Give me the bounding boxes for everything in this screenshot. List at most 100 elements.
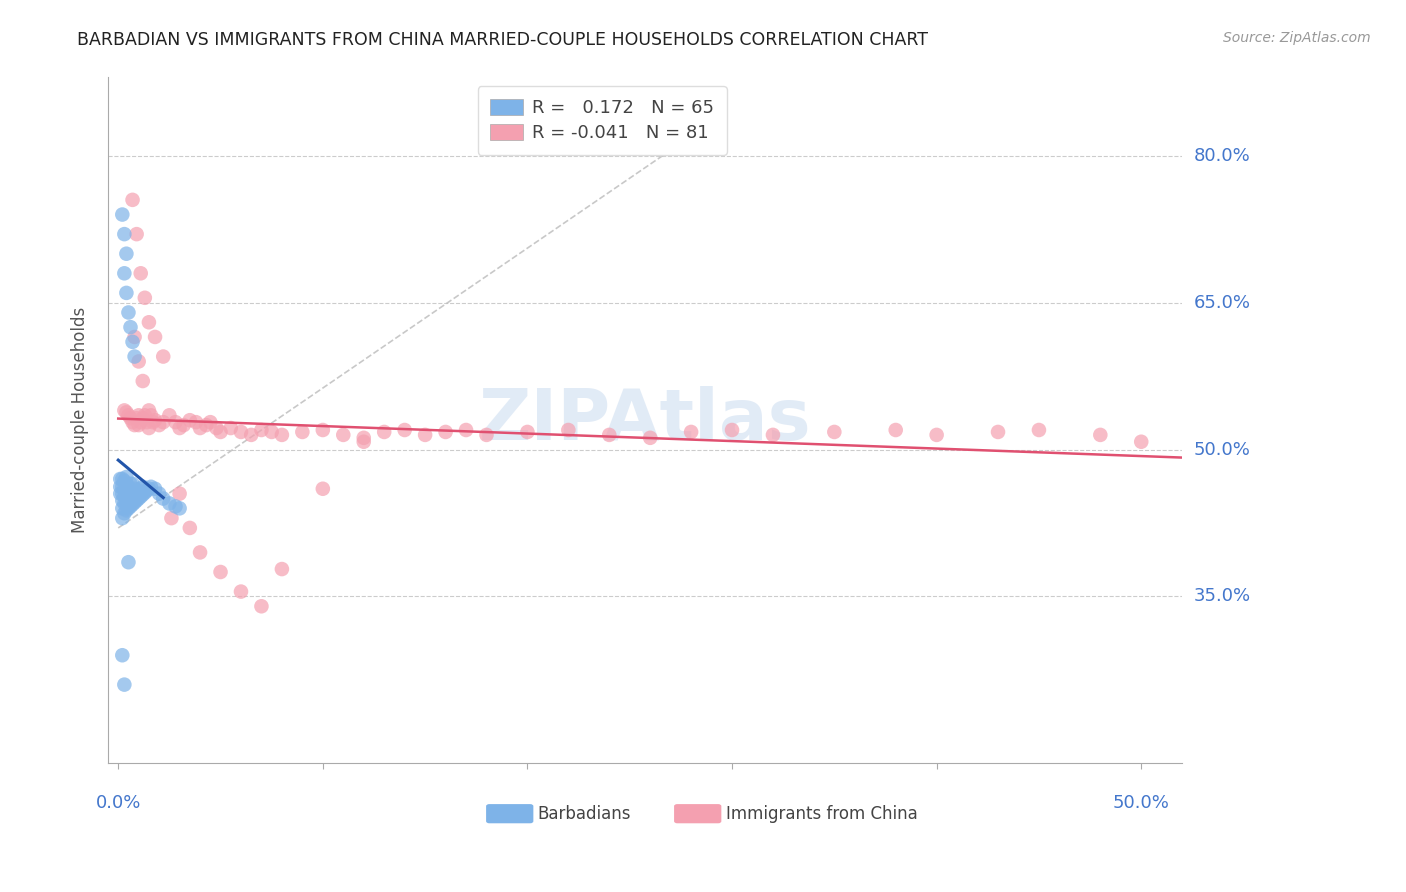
Point	[179, 413, 201, 427]
Point	[112, 474, 135, 488]
Point	[169, 486, 191, 500]
Point	[121, 490, 143, 504]
Point	[112, 266, 135, 280]
FancyBboxPatch shape	[486, 804, 533, 823]
Point	[135, 483, 157, 498]
Point	[250, 599, 273, 614]
Point	[157, 496, 180, 510]
Point	[120, 483, 142, 498]
Point	[117, 480, 139, 494]
Point	[117, 493, 139, 508]
Point	[115, 405, 138, 419]
Point	[157, 409, 180, 423]
Text: Source: ZipAtlas.com: Source: ZipAtlas.com	[1223, 31, 1371, 45]
Text: 50.0%: 50.0%	[1194, 441, 1250, 458]
Point	[169, 501, 191, 516]
Point	[721, 423, 744, 437]
Point	[124, 350, 146, 364]
Point	[115, 470, 138, 484]
Point	[128, 418, 150, 433]
Point	[454, 423, 477, 437]
Point	[179, 521, 201, 535]
Point	[148, 418, 170, 433]
Point	[110, 486, 132, 500]
Point	[143, 482, 166, 496]
Point	[681, 425, 703, 439]
Point	[121, 497, 143, 511]
Point	[112, 403, 135, 417]
Point	[115, 496, 138, 510]
Point	[121, 193, 143, 207]
Point	[165, 500, 187, 514]
Point	[124, 489, 146, 503]
Point	[271, 562, 294, 576]
Point	[128, 491, 150, 506]
Point	[184, 415, 207, 429]
Point	[260, 425, 283, 439]
Point	[129, 266, 152, 280]
Text: Barbadians: Barbadians	[537, 805, 631, 823]
Point	[117, 409, 139, 423]
Point	[132, 374, 155, 388]
Point	[120, 320, 142, 334]
Point	[823, 425, 845, 439]
Point	[134, 291, 156, 305]
Point	[229, 584, 252, 599]
Point	[394, 423, 416, 437]
Point	[111, 511, 134, 525]
Point	[312, 423, 335, 437]
Point	[353, 431, 375, 445]
Point	[124, 330, 146, 344]
Text: 80.0%: 80.0%	[1194, 147, 1250, 165]
Point	[638, 431, 661, 445]
Point	[117, 501, 139, 516]
Point	[117, 305, 139, 319]
Point	[112, 482, 135, 496]
Point	[138, 421, 160, 435]
Point	[209, 565, 232, 579]
Point	[125, 485, 148, 500]
Point	[312, 482, 335, 496]
Text: Immigrants from China: Immigrants from China	[725, 805, 917, 823]
Point	[134, 485, 156, 500]
Point	[353, 434, 375, 449]
Point	[135, 415, 157, 429]
Point	[229, 425, 252, 439]
Point	[120, 476, 142, 491]
Point	[128, 354, 150, 368]
Point	[121, 415, 143, 429]
Point	[143, 330, 166, 344]
Point	[121, 476, 143, 491]
Point	[115, 476, 138, 491]
Point	[111, 480, 134, 494]
Point	[332, 428, 354, 442]
Point	[120, 500, 142, 514]
Point	[138, 315, 160, 329]
Point	[152, 350, 174, 364]
Text: 35.0%: 35.0%	[1194, 588, 1250, 606]
Point	[1090, 428, 1112, 442]
Point	[762, 428, 785, 442]
Point	[129, 415, 152, 429]
Point	[129, 490, 152, 504]
Point	[121, 334, 143, 349]
Y-axis label: Married-couple Households: Married-couple Households	[72, 307, 89, 533]
Point	[138, 482, 160, 496]
Point	[110, 480, 132, 494]
Point	[124, 418, 146, 433]
Point	[271, 428, 294, 442]
Point	[121, 483, 143, 498]
Point	[188, 421, 211, 435]
Point	[1028, 423, 1050, 437]
Point	[475, 428, 498, 442]
Point	[111, 472, 134, 486]
Point	[115, 490, 138, 504]
Point	[132, 480, 155, 494]
Point	[112, 678, 135, 692]
Point	[124, 482, 146, 496]
Point	[143, 413, 166, 427]
Point	[188, 545, 211, 559]
Text: 0.0%: 0.0%	[96, 794, 141, 812]
Point	[110, 472, 132, 486]
Point	[115, 285, 138, 300]
